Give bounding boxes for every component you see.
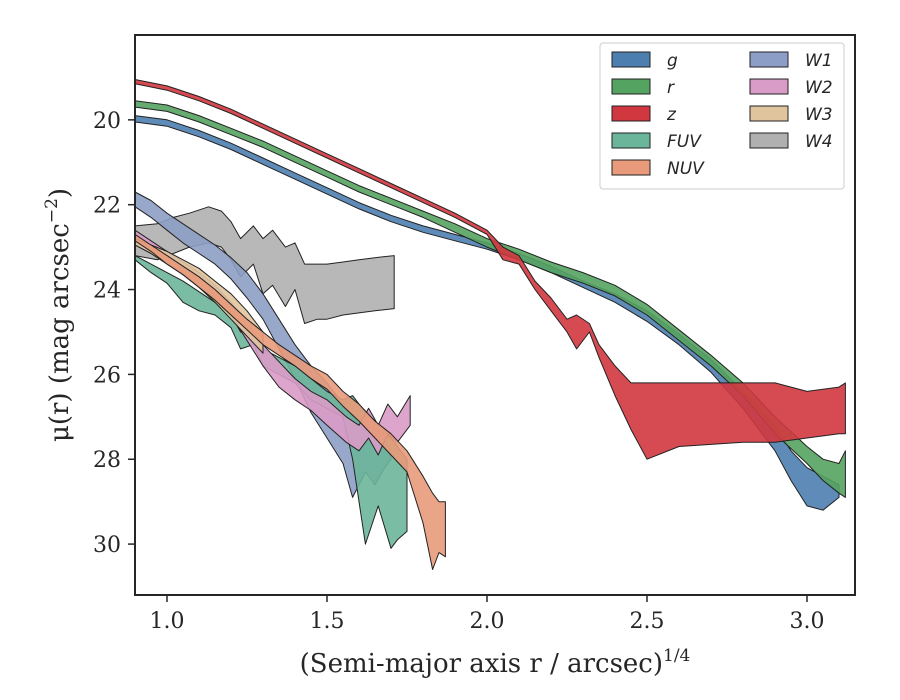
legend: grz FUV NUV W1 W2 W3 W4 [599, 42, 845, 190]
series-band-nuv [135, 233, 446, 570]
x-tick-label: 2.5 [630, 609, 665, 634]
legend-label-w2: W2 [805, 78, 833, 98]
y-axis-label-superscript: −2 [42, 198, 62, 223]
legend-label-nuv: NUV [667, 159, 705, 179]
legend-swatch-r [611, 78, 651, 95]
legend-label-fuv: FUV [667, 132, 702, 152]
series-band-g [135, 115, 840, 511]
series-band-r [135, 100, 846, 498]
y-tick-label: 22 [93, 194, 121, 219]
ticks-layer: 1.0 1.5 2.0 2.5 3.0 20 22 24 26 28 30 [93, 109, 825, 634]
legend-label-z: z [666, 105, 677, 125]
y-axis-label-close: ) [45, 188, 75, 198]
y-tick-label: 30 [93, 533, 121, 558]
legend-swatch-w1 [749, 51, 789, 68]
legend-label-g: g [667, 51, 678, 71]
x-tick-label: 3.0 [790, 609, 825, 634]
legend-swatch-g [611, 51, 651, 68]
legend-swatch-z [611, 105, 651, 122]
x-tick-label: 2.0 [470, 609, 505, 634]
legend-swatch-nuv [611, 159, 651, 176]
series-band-z [135, 79, 846, 460]
legend-label-w1: W1 [805, 51, 833, 71]
x-tick-label: 1.0 [150, 609, 185, 634]
legend-swatch-fuv [611, 132, 651, 149]
legend-label-w4: W4 [805, 132, 833, 152]
series-layer [135, 79, 846, 570]
legend-swatch-w2 [749, 78, 789, 95]
y-tick-label: 20 [93, 109, 121, 134]
y-tick-label: 26 [93, 363, 121, 388]
x-axis-label-superscript: 1/4 [663, 646, 690, 666]
y-axis-label: μ(r) (mag arcsec−2) [42, 188, 75, 442]
legend-swatch-w3 [749, 105, 789, 122]
legend-swatch-w4 [749, 132, 789, 149]
x-axis-label-text: (Semi-major axis r / arcsec) [300, 649, 663, 679]
x-tick-label: 1.5 [310, 609, 345, 634]
y-tick-label: 24 [93, 279, 121, 304]
x-axis-label: (Semi-major axis r / arcsec)1/4 [300, 646, 691, 679]
y-tick-label: 28 [93, 448, 121, 473]
legend-label-w3: W3 [805, 105, 833, 125]
y-axis-label-text: μ(r) (mag arcsec [45, 223, 75, 442]
legend-label-r: r [667, 78, 675, 98]
plot-frame [134, 34, 856, 596]
